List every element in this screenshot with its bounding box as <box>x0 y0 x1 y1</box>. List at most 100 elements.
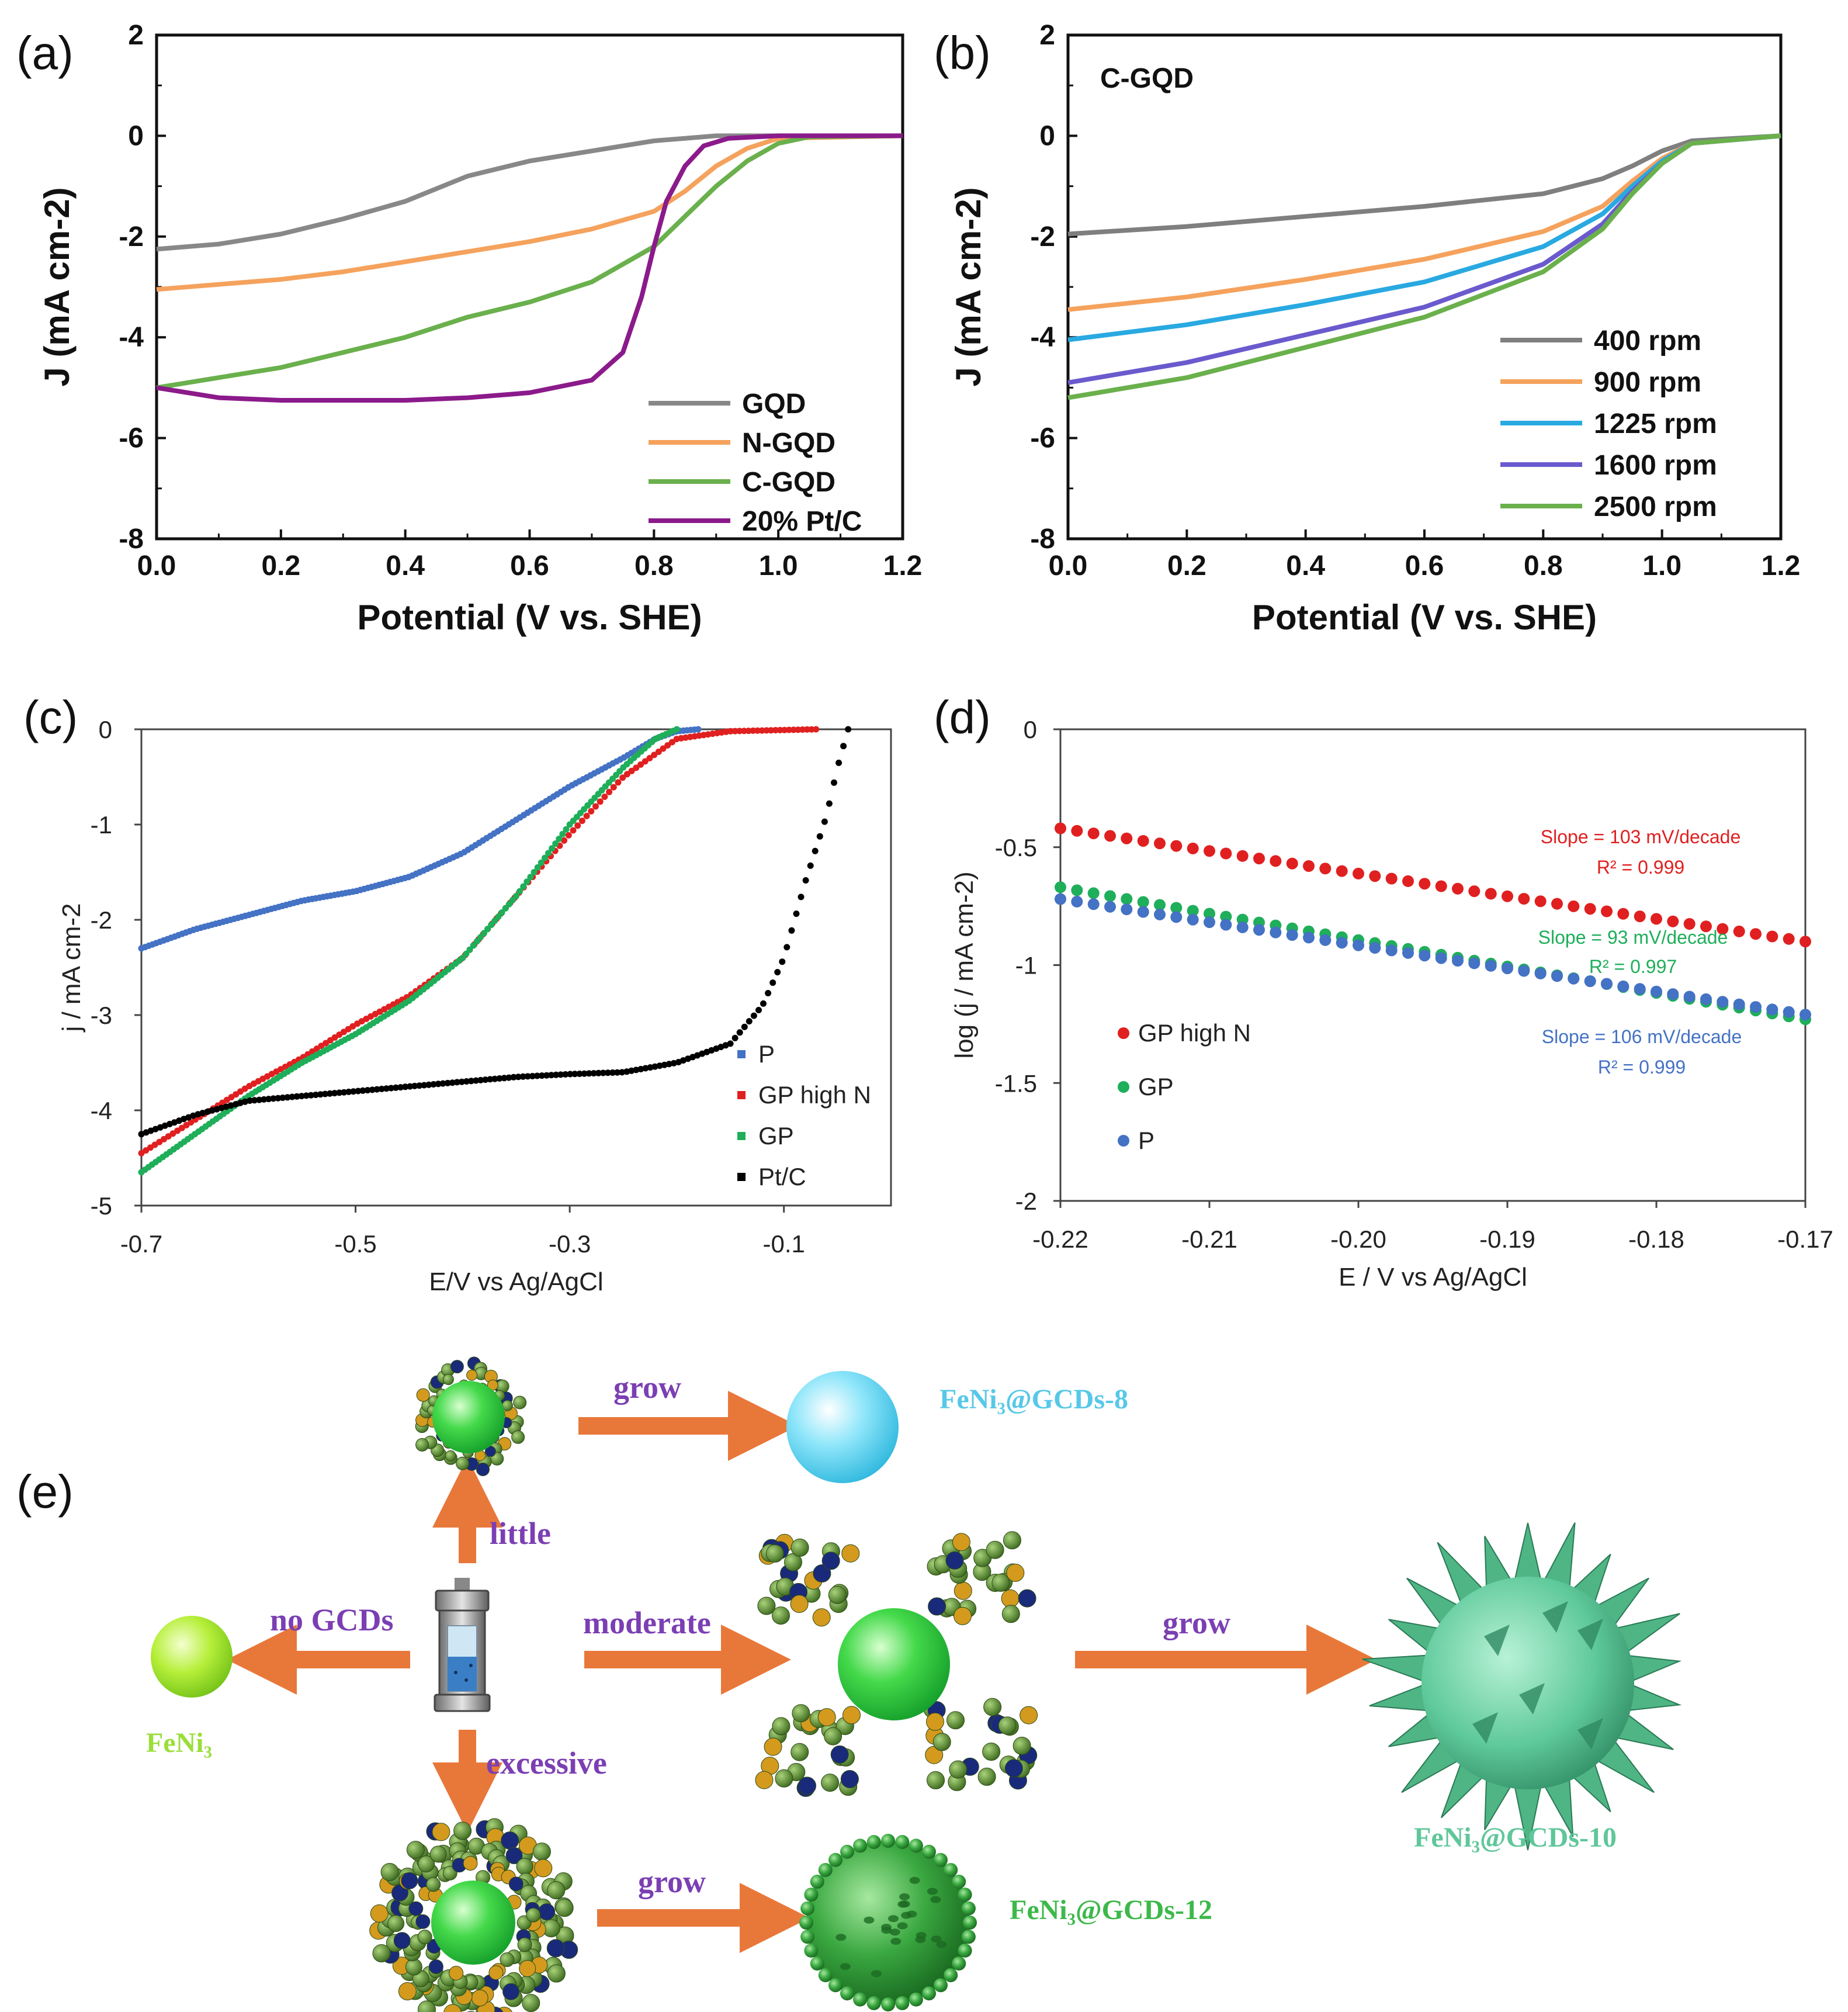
data-point-Pt/C <box>303 1092 310 1099</box>
y-tick-label: -5 <box>91 1192 112 1220</box>
gcd-bead <box>401 1872 418 1889</box>
data-point-GP high N <box>1651 913 1662 925</box>
data-point-GP high N <box>592 803 599 810</box>
data-point-GP high N <box>1667 915 1679 927</box>
data-point-GP high N <box>651 752 658 759</box>
gcd-bead <box>790 1595 809 1613</box>
data-point-Pt/C <box>529 1073 536 1079</box>
feni3-gcds-10-spiky-particle <box>1362 1522 1682 1851</box>
gcd-bead <box>1001 1605 1020 1623</box>
y-tick-label: -3 <box>91 1002 112 1029</box>
x-axis-title: E/V vs Ag/AgCl <box>429 1268 603 1296</box>
data-point-Pt/C <box>821 818 828 825</box>
gcd-bead <box>952 1533 970 1552</box>
name-feni3-gcds-8: FeNi₃@GCDs-8 <box>939 1384 1128 1415</box>
data-point-P <box>1104 901 1116 913</box>
data-point-GP high N <box>1154 837 1166 850</box>
data-point-Pt/C <box>505 1074 512 1081</box>
legend-label: GP high N <box>758 1081 871 1109</box>
data-point-Pt/C <box>383 1085 390 1092</box>
gcd-bead <box>522 1994 540 2012</box>
data-point-GP high N <box>637 761 644 768</box>
data-point-Pt/C <box>807 862 814 869</box>
surface-bump <box>895 1835 910 1850</box>
data-point-GP high N <box>758 727 765 734</box>
data-point-Pt/C <box>350 1088 357 1095</box>
data-point-Pt/C <box>293 1093 300 1100</box>
y-tick-label: -4 <box>91 1097 112 1124</box>
gcd-bead <box>429 1845 447 1863</box>
data-point-GP high N <box>745 728 752 735</box>
surface-bump <box>897 1922 908 1930</box>
y-tick-label: -2 <box>91 906 112 934</box>
legend-marker <box>737 1173 746 1181</box>
gcd-bead <box>418 2000 436 2012</box>
synthesis-scheme: grow little no GCDs moderate grow excess… <box>146 1356 1682 2012</box>
data-point-Pt/C <box>769 979 776 986</box>
gcd-bead <box>442 1374 454 1386</box>
data-point-Pt/C <box>397 1084 404 1091</box>
data-point-P <box>1667 988 1679 1000</box>
gcd-bead <box>824 1727 842 1746</box>
data-point-Pt/C <box>378 1085 385 1092</box>
data-point-GP high N <box>803 726 810 733</box>
gcd-bead <box>393 1932 411 1949</box>
data-point-GP high N <box>1402 875 1414 887</box>
gcd-bead <box>932 1733 951 1751</box>
data-point-Pt/C <box>336 1089 343 1096</box>
data-point-GP high N <box>1683 918 1696 930</box>
data-point-Pt/C <box>473 1077 480 1084</box>
data-point-GP high N <box>731 728 738 735</box>
data-point-Pt/C <box>812 847 819 854</box>
data-point-GP high N <box>763 727 770 734</box>
gcd-bead <box>516 1858 533 1875</box>
gcd-bead <box>453 1821 472 1840</box>
y-axis-title: j / mA cm-2 <box>57 903 86 1033</box>
x-tick-label: 0.0 <box>137 550 176 581</box>
data-point-P <box>1452 955 1464 967</box>
data-point-GP high N <box>772 727 779 733</box>
y-tick-label: -2 <box>119 221 144 252</box>
data-point-GP <box>520 883 527 890</box>
data-point-Pt/C <box>270 1095 277 1102</box>
label-no-gcds: no GCDs <box>270 1602 394 1637</box>
gcd-bead <box>546 1939 565 1958</box>
gcd-bead <box>757 1597 776 1615</box>
data-point-P <box>1617 980 1629 992</box>
surface-bump <box>881 1834 895 1848</box>
data-point-Pt/C <box>373 1086 380 1093</box>
data-point-Pt/C <box>449 1079 456 1086</box>
y-tick-label: -4 <box>119 322 144 353</box>
gcd-bead <box>1018 1589 1036 1608</box>
panel-label-e: (e) <box>16 1466 74 1518</box>
plot-frame <box>140 728 892 1207</box>
legend-label: 1600 rpm <box>1594 450 1717 481</box>
y-tick-label: -6 <box>119 423 144 454</box>
surface-bump <box>888 1915 899 1923</box>
data-point-GP high N <box>1071 825 1083 837</box>
data-point-Pt/C <box>482 1076 489 1083</box>
feni3-gcds-8-particle <box>786 1371 899 1483</box>
y-tick-label: -8 <box>1030 524 1055 555</box>
surface-bump <box>899 1893 910 1900</box>
surface-bump <box>944 1863 958 1877</box>
data-point-GP high N <box>1617 908 1629 920</box>
slope-annotation: Slope = 103 mV/decade <box>1541 826 1740 847</box>
surface-bump <box>810 1956 824 1971</box>
legend-label: 400 rpm <box>1594 325 1701 356</box>
data-point-GP high N <box>1336 865 1348 877</box>
data-point-GP high N <box>1452 882 1464 895</box>
data-point-Pt/C <box>741 1023 748 1030</box>
data-point-GP high N <box>588 808 595 815</box>
data-point-Pt/C <box>548 1072 555 1079</box>
data-point-Pt/C <box>331 1090 338 1097</box>
gcd-bead <box>755 1771 774 1789</box>
chart-d: -0.22 -0.21 -0.20 -0.19 -0.18 -0.17 0 -0.5 -1 -1.… <box>950 716 1833 1291</box>
data-point-P <box>1700 993 1712 1005</box>
surface-bump <box>899 1900 910 1908</box>
excessive-gcd-cluster <box>369 1818 578 2012</box>
gcd-bead <box>1020 1706 1038 1724</box>
legend-marker <box>1118 1027 1129 1039</box>
surface-spike <box>1577 1718 1603 1750</box>
r2-annotation: R² = 0.997 <box>1589 956 1677 977</box>
